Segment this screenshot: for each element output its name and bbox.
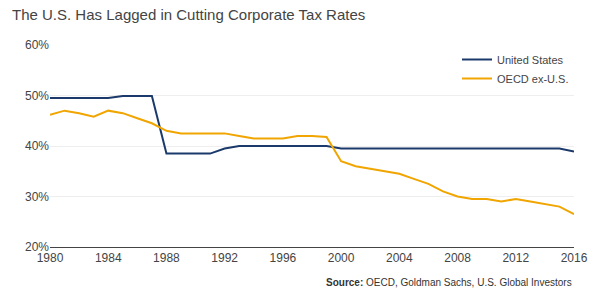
svg-text:1988: 1988 xyxy=(153,251,180,265)
svg-text:30%: 30% xyxy=(25,190,49,204)
svg-text:The U.S. Has Lagged in Cutting: The U.S. Has Lagged in Cutting Corporate… xyxy=(12,6,365,23)
svg-text:1984: 1984 xyxy=(95,251,122,265)
svg-text:OECD ex-U.S.: OECD ex-U.S. xyxy=(497,73,569,85)
svg-text:2000: 2000 xyxy=(328,251,355,265)
svg-text:20%: 20% xyxy=(25,240,49,254)
svg-text:40%: 40% xyxy=(25,139,49,153)
svg-text:2012: 2012 xyxy=(502,251,529,265)
svg-text:2008: 2008 xyxy=(444,251,471,265)
svg-text:2004: 2004 xyxy=(386,251,413,265)
svg-text:1980: 1980 xyxy=(37,251,64,265)
svg-text:60%: 60% xyxy=(25,38,49,52)
svg-text:2016: 2016 xyxy=(561,251,588,265)
svg-text:United States: United States xyxy=(497,54,564,66)
svg-text:Source: OECD, Goldman Sachs, U: Source: OECD, Goldman Sachs, U.S. Global… xyxy=(326,277,572,288)
svg-text:1992: 1992 xyxy=(211,251,238,265)
svg-text:50%: 50% xyxy=(25,89,49,103)
svg-text:1996: 1996 xyxy=(270,251,297,265)
